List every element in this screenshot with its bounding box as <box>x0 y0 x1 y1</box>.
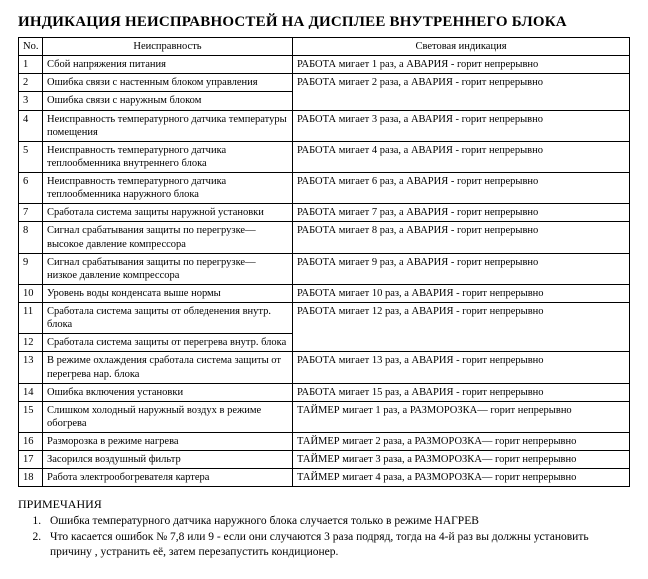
table-row: 4Неисправность температурного датчика те… <box>19 110 630 141</box>
table-row: 8Сигнал срабатывания защиты по перегрузк… <box>19 222 630 253</box>
cell-fault: Неисправность температурного датчика теп… <box>43 141 293 172</box>
table-row: 13В режиме охлаждения сработала система … <box>19 352 630 383</box>
table-row: 11Сработала система защиты от обледенени… <box>19 303 630 334</box>
col-header-fault: Неисправность <box>43 38 293 56</box>
cell-indication: ТАЙМЕР мигает 2 раза, а РАЗМОРОЗКА— гори… <box>293 433 630 451</box>
cell-indication: РАБОТА мигает 9 раз, а АВАРИЯ - горит не… <box>293 253 630 284</box>
cell-fault: Засорился воздушный фильтр <box>43 451 293 469</box>
cell-indication: РАБОТА мигает 8 раз, а АВАРИЯ - горит не… <box>293 222 630 253</box>
cell-no: 15 <box>19 401 43 432</box>
cell-fault: Работа электрообогревателя картера <box>43 469 293 487</box>
page-title: ИНДИКАЦИЯ НЕИСПРАВНОСТЕЙ НА ДИСПЛЕЕ ВНУТ… <box>18 14 630 31</box>
cell-no: 4 <box>19 110 43 141</box>
cell-fault: Сработала система защиты от перегрева вн… <box>43 334 293 352</box>
notes-list: Ошибка температурного датчика наружного … <box>18 514 630 561</box>
cell-no: 16 <box>19 433 43 451</box>
cell-fault: Разморозка в режиме нагрева <box>43 433 293 451</box>
cell-no: 3 <box>19 92 43 110</box>
notes-heading: ПРИМЕЧАНИЯ <box>18 497 630 512</box>
cell-indication: РАБОТА мигает 13 раз, а АВАРИЯ - горит н… <box>293 352 630 383</box>
col-header-indication: Световая индикация <box>293 38 630 56</box>
table-header-row: No. Неисправность Световая индикация <box>19 38 630 56</box>
cell-no: 6 <box>19 173 43 204</box>
table-row: 1Сбой напряжения питанияРАБОТА мигает 1 … <box>19 56 630 74</box>
cell-fault: Ошибка включения установки <box>43 383 293 401</box>
cell-indication: РАБОТА мигает 1 раз, а АВАРИЯ - горит не… <box>293 56 630 74</box>
cell-indication: ТАЙМЕР мигает 3 раза, а РАЗМОРОЗКА— гори… <box>293 451 630 469</box>
table-row: 2Ошибка связи с настенным блоком управле… <box>19 74 630 92</box>
cell-no: 14 <box>19 383 43 401</box>
table-row: 17Засорился воздушный фильтрТАЙМЕР мигае… <box>19 451 630 469</box>
cell-fault: Сигнал срабатывания защиты по перегрузке… <box>43 222 293 253</box>
table-row: 5Неисправность температурного датчика те… <box>19 141 630 172</box>
table-body: 1Сбой напряжения питанияРАБОТА мигает 1 … <box>19 56 630 487</box>
cell-fault: Уровень воды конденсата выше нормы <box>43 284 293 302</box>
cell-indication: РАБОТА мигает 4 раза, а АВАРИЯ - горит н… <box>293 141 630 172</box>
cell-no: 9 <box>19 253 43 284</box>
table-row: 9Сигнал срабатывания защиты по перегрузк… <box>19 253 630 284</box>
notes-item: Ошибка температурного датчика наружного … <box>44 514 630 530</box>
cell-fault: Неисправность температурного датчика тем… <box>43 110 293 141</box>
cell-fault: Слишком холодный наружный воздух в режим… <box>43 401 293 432</box>
cell-no: 18 <box>19 469 43 487</box>
cell-fault: Сигнал срабатывания защиты по перегрузке… <box>43 253 293 284</box>
col-header-no: No. <box>19 38 43 56</box>
cell-indication: РАБОТА мигает 6 раз, а АВАРИЯ - горит не… <box>293 173 630 204</box>
cell-no: 12 <box>19 334 43 352</box>
cell-fault: Сбой напряжения питания <box>43 56 293 74</box>
table-row: 16Разморозка в режиме нагреваТАЙМЕР мига… <box>19 433 630 451</box>
cell-no: 13 <box>19 352 43 383</box>
cell-indication: РАБОТА мигает 2 раза, а АВАРИЯ - горит н… <box>293 74 630 110</box>
page: ИНДИКАЦИЯ НЕИСПРАВНОСТЕЙ НА ДИСПЛЕЕ ВНУТ… <box>0 0 648 579</box>
cell-indication: РАБОТА мигает 7 раз, а АВАРИЯ - горит не… <box>293 204 630 222</box>
cell-indication: РАБОТА мигает 10 раз, а АВАРИЯ - горит н… <box>293 284 630 302</box>
table-row: 7Сработала система защиты наружной устан… <box>19 204 630 222</box>
cell-no: 8 <box>19 222 43 253</box>
table-row: 14Ошибка включения установкиРАБОТА мигае… <box>19 383 630 401</box>
cell-fault: Сработала система защиты наружной устано… <box>43 204 293 222</box>
cell-no: 7 <box>19 204 43 222</box>
cell-no: 11 <box>19 303 43 334</box>
cell-no: 17 <box>19 451 43 469</box>
table-row: 6Неисправность температурного датчика те… <box>19 173 630 204</box>
table-row: 18Работа электрообогревателя картераТАЙМ… <box>19 469 630 487</box>
notes-item: Что касается ошибок № 7,8 или 9 - если о… <box>44 530 630 561</box>
cell-no: 2 <box>19 74 43 92</box>
cell-indication: РАБОТА мигает 3 раза, а АВАРИЯ - горит н… <box>293 110 630 141</box>
cell-fault: Неисправность температурного датчика теп… <box>43 173 293 204</box>
cell-fault: Ошибка связи с настенным блоком управлен… <box>43 74 293 92</box>
table-row: 10Уровень воды конденсата выше нормыРАБО… <box>19 284 630 302</box>
cell-no: 5 <box>19 141 43 172</box>
cell-no: 1 <box>19 56 43 74</box>
cell-fault: Сработала система защиты от обледенения … <box>43 303 293 334</box>
cell-fault: Ошибка связи с наружным блоком <box>43 92 293 110</box>
cell-fault: В режиме охлаждения сработала система за… <box>43 352 293 383</box>
cell-indication: РАБОТА мигает 12 раз, а АВАРИЯ - горит н… <box>293 303 630 352</box>
fault-table: No. Неисправность Световая индикация 1Сб… <box>18 37 630 487</box>
cell-no: 10 <box>19 284 43 302</box>
cell-indication: ТАЙМЕР мигает 1 раз, а РАЗМОРОЗКА— горит… <box>293 401 630 432</box>
table-row: 15Слишком холодный наружный воздух в реж… <box>19 401 630 432</box>
cell-indication: ТАЙМЕР мигает 4 раза, а РАЗМОРОЗКА— гори… <box>293 469 630 487</box>
cell-indication: РАБОТА мигает 15 раз, а АВАРИЯ - горит н… <box>293 383 630 401</box>
